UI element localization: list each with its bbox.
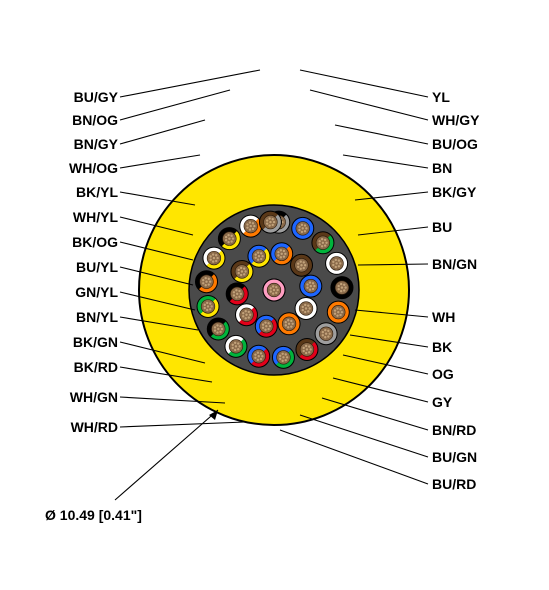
wire-label: BK/YL — [76, 184, 118, 200]
wire-label: BK/OG — [72, 234, 118, 250]
wire-label: BU — [432, 219, 452, 235]
wire-label: WH — [432, 309, 455, 325]
wire-label: BN/GN — [432, 256, 477, 272]
wire-label: BN/GY — [74, 136, 118, 152]
wire-label: GN/YL — [75, 284, 118, 300]
wire-label: OG — [432, 366, 454, 382]
wire-label: BU/RD — [432, 476, 476, 492]
wire-label: BU/GY — [74, 89, 118, 105]
wire-label: BK — [432, 339, 452, 355]
wire-label: WH/GY — [432, 112, 479, 128]
wire-label: GY — [432, 394, 452, 410]
wire-label: WH/OG — [69, 160, 118, 176]
wire-label: WH/GN — [70, 389, 118, 405]
wire-label: BN/RD — [432, 422, 476, 438]
wire-label: BK/RD — [74, 359, 118, 375]
wire-label: BU/YL — [76, 259, 118, 275]
wire-label: BU/OG — [432, 136, 478, 152]
wire-label: BK/GN — [73, 334, 118, 350]
dimension-label: Ø 10.49 [0.41"] — [45, 507, 142, 523]
cable-diagram: YL WH/GY BU/OG BN BK/GY BU BN/GN WH BK OG GY BN/RD B… — [0, 0, 549, 590]
wire-label: WH/YL — [73, 209, 118, 225]
wire-label: BU/GN — [432, 449, 477, 465]
wire-label: YL — [432, 89, 450, 105]
wire-label: BN/YL — [76, 309, 118, 325]
wire-label: WH/RD — [71, 419, 118, 435]
wire-label: BN/OG — [72, 112, 118, 128]
wire-label: BN — [432, 160, 452, 176]
wire-label: BK/GY — [432, 184, 476, 200]
